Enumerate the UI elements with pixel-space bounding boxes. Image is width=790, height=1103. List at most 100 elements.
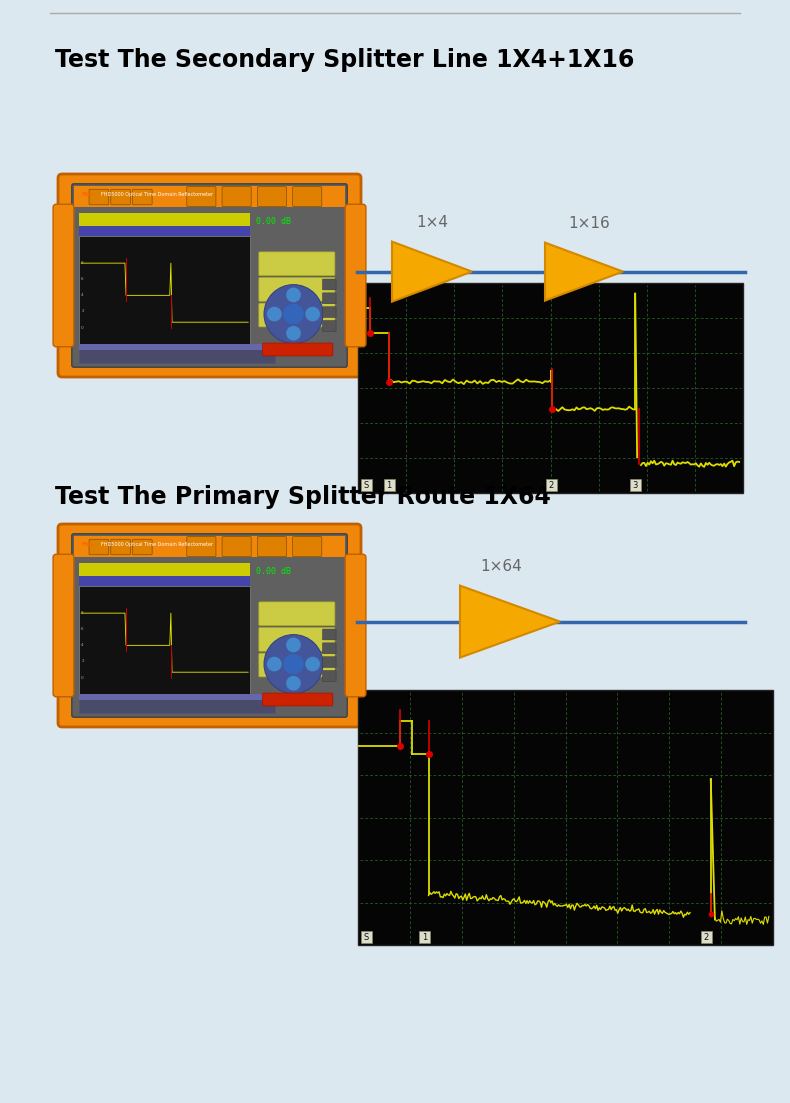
FancyBboxPatch shape [258, 536, 287, 557]
FancyBboxPatch shape [262, 343, 333, 356]
FancyBboxPatch shape [222, 536, 251, 557]
FancyBboxPatch shape [111, 539, 130, 555]
Text: 1: 1 [386, 481, 392, 490]
Circle shape [286, 325, 301, 341]
Text: 1×16: 1×16 [568, 215, 610, 231]
FancyBboxPatch shape [345, 554, 366, 697]
FancyBboxPatch shape [111, 190, 130, 205]
Bar [79, 563, 250, 576]
Text: 2: 2 [548, 481, 553, 490]
Circle shape [283, 303, 304, 324]
Text: FHD5000 Optical Time Domain Reflectometer: FHD5000 Optical Time Domain Reflectomete… [101, 192, 213, 197]
Bar [79, 694, 276, 714]
Text: 0: 0 [81, 675, 84, 679]
Bar [73, 536, 345, 557]
FancyBboxPatch shape [384, 479, 395, 491]
Bar [358, 283, 743, 493]
Bar [79, 344, 276, 363]
Text: 3: 3 [633, 481, 638, 490]
FancyBboxPatch shape [322, 671, 336, 682]
FancyBboxPatch shape [72, 534, 347, 717]
Circle shape [267, 307, 282, 321]
Bar [79, 236, 250, 344]
Bar [73, 185, 345, 207]
Circle shape [283, 654, 304, 674]
FancyBboxPatch shape [58, 174, 361, 377]
Text: 2: 2 [704, 932, 709, 942]
Text: Fbn: Fbn [82, 192, 93, 197]
FancyBboxPatch shape [186, 536, 216, 557]
FancyBboxPatch shape [322, 629, 336, 640]
Text: S: S [363, 932, 369, 942]
Text: FHD5000 Optical Time Domain Reflectometer: FHD5000 Optical Time Domain Reflectomete… [101, 543, 213, 547]
FancyBboxPatch shape [259, 628, 335, 651]
Bar [79, 587, 250, 694]
FancyBboxPatch shape [258, 186, 287, 206]
Circle shape [286, 676, 301, 690]
Circle shape [264, 285, 323, 343]
Bar [79, 344, 276, 350]
Text: 2: 2 [81, 310, 84, 313]
FancyBboxPatch shape [322, 279, 336, 290]
Text: 6: 6 [81, 277, 84, 281]
FancyBboxPatch shape [292, 186, 322, 206]
Circle shape [267, 656, 282, 672]
FancyBboxPatch shape [259, 602, 335, 625]
Circle shape [286, 288, 301, 302]
Text: S: S [363, 481, 368, 490]
Bar [79, 576, 250, 587]
FancyBboxPatch shape [630, 479, 641, 491]
Circle shape [305, 307, 320, 321]
Polygon shape [460, 586, 560, 657]
FancyBboxPatch shape [322, 656, 336, 667]
FancyBboxPatch shape [259, 278, 335, 301]
Circle shape [305, 656, 320, 672]
Text: 4: 4 [81, 293, 84, 298]
FancyBboxPatch shape [58, 524, 361, 727]
Text: 8: 8 [81, 261, 84, 265]
FancyBboxPatch shape [222, 186, 251, 206]
FancyBboxPatch shape [262, 693, 333, 706]
FancyBboxPatch shape [322, 293, 336, 303]
FancyBboxPatch shape [72, 184, 347, 367]
Text: 1: 1 [422, 932, 427, 942]
Polygon shape [545, 243, 623, 301]
FancyBboxPatch shape [133, 539, 152, 555]
Circle shape [286, 638, 301, 652]
FancyBboxPatch shape [89, 539, 109, 555]
FancyBboxPatch shape [361, 931, 372, 943]
Bar [79, 226, 250, 236]
FancyBboxPatch shape [322, 307, 336, 318]
FancyBboxPatch shape [89, 190, 109, 205]
FancyBboxPatch shape [345, 204, 366, 346]
Bar [358, 690, 773, 945]
Text: 0: 0 [81, 325, 84, 330]
FancyBboxPatch shape [546, 479, 557, 491]
Text: Test The Secondary Splitter Line 1X4+1X16: Test The Secondary Splitter Line 1X4+1X1… [55, 49, 634, 72]
FancyBboxPatch shape [419, 931, 431, 943]
FancyBboxPatch shape [361, 479, 372, 491]
Text: 8: 8 [81, 611, 84, 615]
FancyBboxPatch shape [259, 303, 335, 326]
FancyBboxPatch shape [53, 204, 73, 346]
Circle shape [264, 634, 323, 694]
Text: Test The Primary Splitter Route 1X64: Test The Primary Splitter Route 1X64 [55, 485, 551, 508]
FancyBboxPatch shape [322, 643, 336, 654]
FancyBboxPatch shape [702, 931, 713, 943]
FancyBboxPatch shape [53, 554, 73, 697]
Text: 4: 4 [81, 643, 84, 647]
FancyBboxPatch shape [259, 251, 335, 276]
Bar [79, 213, 250, 226]
Text: Fbn: Fbn [82, 543, 93, 547]
FancyBboxPatch shape [259, 653, 335, 677]
FancyBboxPatch shape [133, 190, 152, 205]
FancyBboxPatch shape [322, 321, 336, 331]
Text: 0.00 dB: 0.00 dB [256, 567, 291, 576]
Text: 1×4: 1×4 [416, 215, 448, 229]
FancyBboxPatch shape [186, 186, 216, 206]
Polygon shape [392, 242, 472, 301]
Text: 6: 6 [81, 628, 84, 631]
Text: 0.00 dB: 0.00 dB [256, 217, 291, 226]
Text: 2: 2 [81, 660, 84, 664]
Bar [79, 694, 276, 699]
